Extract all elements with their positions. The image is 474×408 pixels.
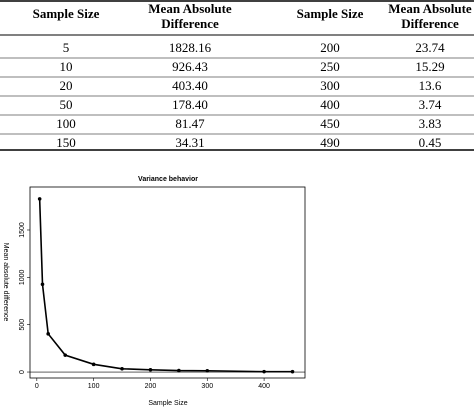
table-cell: 250	[320, 59, 340, 74]
table-cell: 0.45	[419, 135, 442, 150]
table-cell: 400	[320, 97, 340, 112]
table-cell: 50	[60, 97, 73, 112]
chart-title: Variance behavior	[138, 176, 198, 183]
column-header: Sample Size	[297, 6, 364, 21]
x-axis-label: Sample Size	[148, 400, 187, 407]
x-tick-label: 200	[145, 383, 157, 390]
table-cell: 13.6	[419, 78, 442, 93]
y-tick-label: 0	[19, 370, 26, 374]
y-tick-label: 1500	[19, 222, 26, 238]
y-tick-label: 1000	[19, 269, 26, 285]
data-point	[205, 368, 210, 373]
data-point	[40, 282, 45, 287]
table-cell: 34.31	[175, 135, 204, 150]
plot-frame	[29, 186, 306, 379]
data-point	[63, 353, 68, 357]
x-tick-label: 300	[201, 383, 213, 390]
table-cell: 10	[60, 59, 73, 74]
x-tick-label: 100	[88, 383, 100, 390]
table-cell: 100	[56, 116, 76, 131]
table-cell: 15.29	[415, 59, 444, 74]
data-point	[262, 369, 266, 374]
y-axis-label: Mean absolute difference	[2, 243, 9, 322]
table-cell: 490	[320, 135, 340, 150]
data-point	[46, 332, 50, 336]
table-cell: 20	[60, 78, 73, 93]
data-point	[91, 362, 96, 367]
table-cell: 5	[63, 40, 70, 55]
table-cell: 3.83	[419, 116, 442, 131]
table-cell: 1828.16	[169, 40, 212, 55]
column-header: Mean Absolute Difference	[148, 1, 232, 31]
data-point	[120, 366, 124, 371]
x-tick-label: 0	[35, 383, 39, 390]
table-cell: 300	[320, 78, 340, 93]
data-point	[290, 369, 295, 374]
data-point	[177, 368, 181, 373]
data-line	[38, 198, 293, 373]
table-cell: 150	[56, 135, 76, 150]
table-cell: 200	[320, 40, 340, 55]
x-tick-label: 400	[258, 383, 270, 390]
data-point	[37, 197, 42, 201]
table-cell: 450	[320, 116, 340, 131]
column-header: Mean Absolute Difference	[388, 1, 472, 31]
table-cell: 403.40	[172, 78, 208, 93]
column-header: Sample Size	[33, 6, 100, 21]
data-point	[148, 367, 153, 372]
table-cell: 23.74	[415, 40, 445, 55]
y-tick-label: 500	[19, 319, 26, 331]
table-cell: 3.74	[419, 97, 442, 112]
table-cell: 178.40	[172, 97, 208, 112]
table-cell: 81.47	[175, 116, 205, 131]
table-cell: 926.43	[172, 59, 208, 74]
